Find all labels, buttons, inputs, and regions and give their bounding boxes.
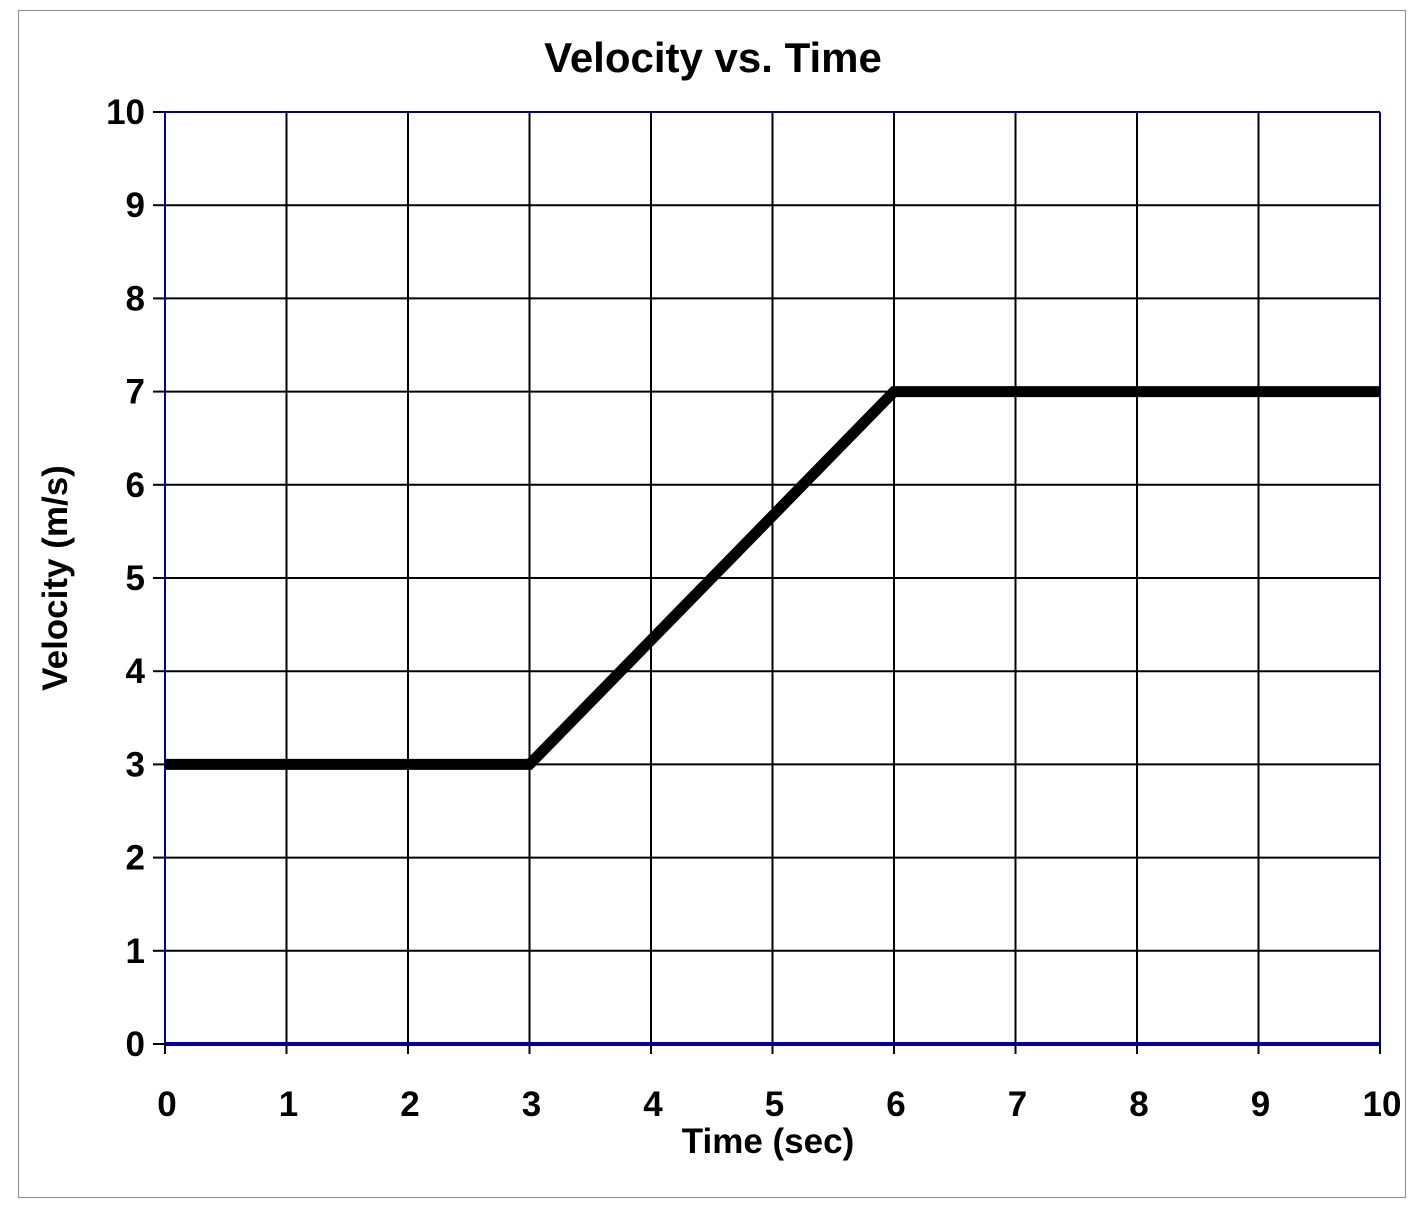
series-group (165, 386, 1380, 770)
x-tick-label-10: 10 (1363, 1085, 1402, 1124)
x-tick-label-6: 6 (886, 1085, 905, 1124)
chart-title: Velocity vs. Time (544, 34, 882, 81)
x-tick-label-2: 2 (400, 1085, 419, 1124)
y-tick-label-1: 1 (126, 932, 145, 971)
y-tick-label-3: 3 (126, 745, 145, 784)
x-tick-label-4: 4 (643, 1085, 663, 1124)
x-tick-label-5: 5 (765, 1085, 784, 1124)
y-tick-label-0: 0 (126, 1025, 145, 1064)
x-tick-label-7: 7 (1008, 1085, 1027, 1124)
y-tick-label-7: 7 (126, 373, 145, 412)
x-axis-label: Time (sec) (682, 1122, 855, 1161)
y-axis-label: Velocity (m/s) (36, 465, 75, 691)
series-line-0 (165, 386, 1380, 770)
chart-frame (18, 10, 1406, 1198)
grid-lines (153, 111, 1381, 1054)
x-tick-label-3: 3 (522, 1085, 541, 1124)
y-tick-label-5: 5 (126, 559, 145, 598)
plot-border (164, 111, 1381, 1046)
y-tick-label-2: 2 (126, 839, 145, 878)
y-tick-label-10: 10 (106, 93, 145, 132)
y-tick-label-4: 4 (126, 652, 146, 691)
x-tick-labels: 0 1 2 3 4 5 6 7 8 9 10 (157, 1085, 1401, 1124)
y-tick-label-9: 9 (126, 186, 145, 225)
x-tick-label-1: 1 (279, 1085, 298, 1124)
y-tick-label-8: 8 (126, 279, 145, 318)
x-tick-label-8: 8 (1129, 1085, 1148, 1124)
y-tick-label-6: 6 (126, 466, 145, 505)
x-tick-label-0: 0 (157, 1085, 176, 1124)
x-tick-label-9: 9 (1251, 1085, 1270, 1124)
y-tick-labels: 0 1 2 3 4 5 6 7 8 9 10 (106, 93, 145, 1064)
